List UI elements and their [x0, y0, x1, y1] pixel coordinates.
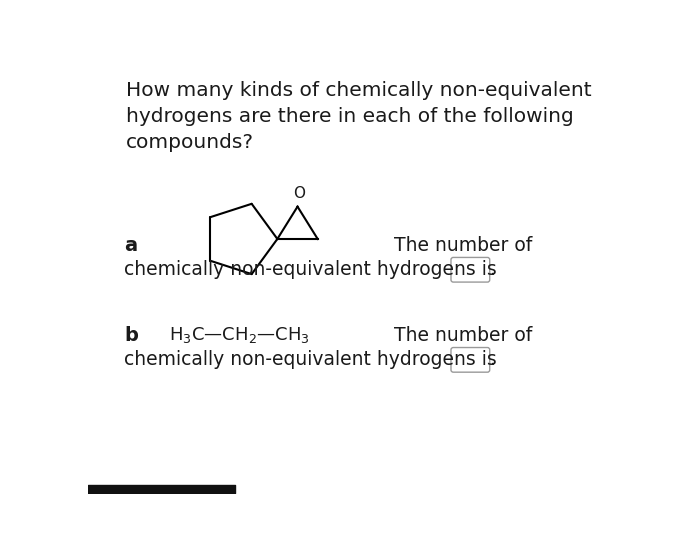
Text: .: .	[491, 260, 496, 279]
Text: chemically non-equivalent hydrogens is: chemically non-equivalent hydrogens is	[124, 350, 497, 370]
Text: $\mathregular{H_3C}$—$\mathregular{CH_2}$—$\mathregular{CH_3}$: $\mathregular{H_3C}$—$\mathregular{CH_2}…	[169, 325, 309, 345]
Text: b: b	[124, 326, 138, 345]
Text: How many kinds of chemically non-equivalent
hydrogens are there in each of the f: How many kinds of chemically non-equival…	[126, 81, 592, 152]
Text: chemically non-equivalent hydrogens is: chemically non-equivalent hydrogens is	[124, 260, 497, 279]
FancyBboxPatch shape	[451, 258, 490, 282]
Text: a: a	[124, 235, 137, 255]
Text: .: .	[491, 350, 496, 370]
Text: The number of: The number of	[393, 326, 532, 345]
Text: The number of: The number of	[393, 235, 532, 255]
Text: O: O	[293, 186, 305, 201]
FancyBboxPatch shape	[451, 347, 490, 372]
